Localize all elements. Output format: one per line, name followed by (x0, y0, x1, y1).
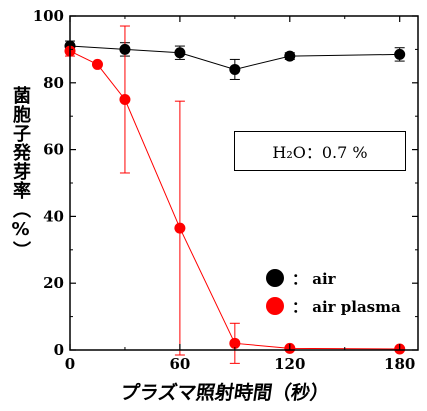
y-tick-label: 0 (54, 341, 64, 359)
data-point-air (284, 50, 296, 62)
y-tick-label: 60 (43, 141, 64, 159)
x-tick-label: 60 (169, 355, 190, 373)
y-tick-label: 100 (33, 7, 64, 25)
x-tick-label: 0 (65, 355, 75, 373)
data-point-air-plasma (119, 94, 131, 105)
annotation-box: H₂O：0.7 % (234, 131, 406, 171)
data-point-air (394, 48, 406, 60)
y-axis-label: 菌胞子発芽率（%） (10, 86, 31, 260)
legend-marker-air-plasma (266, 297, 284, 315)
axes: 0 20 40 60 80 100 0 60 120 180 (33, 7, 419, 373)
y-tick-label: 20 (43, 274, 64, 292)
data-point-air-plasma (229, 337, 241, 349)
x-axis-label: プラズマ照射時間（秒） (118, 382, 331, 404)
data-point-air (119, 43, 131, 55)
legend-label-air-plasma: ： air plasma (292, 297, 401, 316)
y-tick-label: 80 (43, 74, 64, 92)
data-point-air (229, 63, 241, 75)
series-line-air (69, 45, 400, 70)
legend-marker-air (266, 269, 284, 287)
data-point-air-plasma (91, 58, 103, 70)
legend-item-air-plasma: ： air plasma (266, 292, 401, 320)
legend-item-air: ： air (266, 264, 401, 292)
legend-label-air: ： air (292, 269, 336, 288)
data-point-air-plasma (174, 222, 186, 234)
data-point-air (174, 47, 186, 59)
y-tick-label: 40 (43, 207, 64, 225)
legend: ： air ： air plasma (266, 264, 401, 320)
x-tick-label: 120 (274, 355, 305, 373)
x-tick-label: 180 (384, 355, 415, 373)
